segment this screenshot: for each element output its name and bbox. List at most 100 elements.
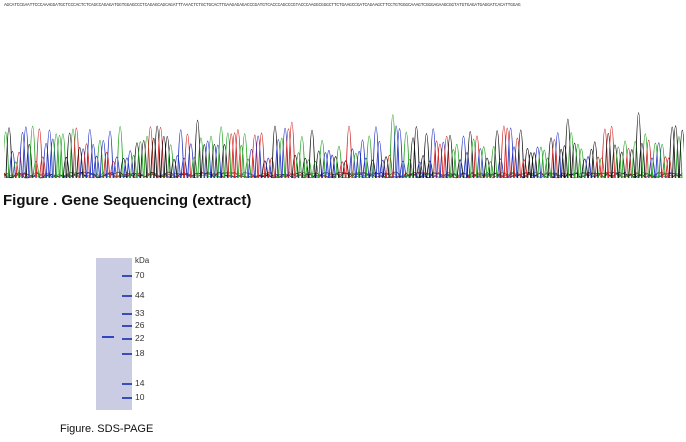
trace-peak [621,140,629,179]
trace-peak [35,128,43,179]
trace-peak [598,157,606,179]
trace-peak [614,146,622,179]
kda-unit-label: kDa [135,256,150,265]
marker-band-14 [122,383,132,385]
trace-peak [8,151,16,179]
trace-peak [426,160,434,179]
trace-peak [224,132,232,179]
trace-peak [325,150,333,179]
trace-peak [268,157,276,179]
trace-peak [513,138,521,179]
marker-label-44: 44 [135,290,145,300]
trace-peak [39,156,47,179]
trace-peak [59,133,67,179]
trace-peak [25,143,33,179]
trace-peak [99,140,107,179]
trace-peak [665,157,673,179]
trace-peak [96,140,104,179]
trace-peak [584,156,592,179]
trace-peak [76,146,84,179]
trace-peak [355,151,363,179]
trace-peak [587,149,595,179]
trace-peak [261,160,269,179]
trace-peak [645,140,653,179]
trace-peak [322,152,329,179]
trace-peak [672,125,680,179]
trace-peak [591,141,599,179]
trace-peak [402,131,410,179]
trace-peak [372,126,380,179]
trace-peak [503,127,511,179]
trace-peak [641,133,649,179]
trace-peak [69,128,77,179]
marker-band-70 [122,275,132,277]
trace-peak [298,136,306,179]
trace-peak [470,139,478,179]
trace-peak [561,145,568,179]
trace-peak [675,136,683,179]
trace-peak [449,149,457,179]
trace-peak [352,153,360,179]
trace-peak [497,158,505,179]
trace-peak [133,142,141,179]
trace-peak [490,145,498,179]
trace-peak [308,129,316,179]
trace-peak [177,129,185,179]
trace-peak [89,144,97,179]
marker-label-22: 22 [135,333,145,343]
trace-peak [328,154,336,179]
trace-peak [638,142,646,179]
trace-peak [271,125,279,179]
trace-peak [56,135,64,179]
marker-band-33 [122,313,132,315]
trace-peak [157,126,165,179]
trace-peak [120,157,127,179]
trace-peak [564,118,572,179]
trace-peak [12,161,20,179]
trace-peak [136,141,144,179]
trace-peak [392,125,400,179]
trace-peak [429,128,437,179]
trace-peak [173,155,181,179]
trace-peak [523,148,531,179]
trace-peak [544,157,552,179]
trace-peak [520,159,528,179]
trace-peak [571,142,579,179]
trace-peak [631,140,639,179]
trace-peak [510,146,518,179]
trace-peak [22,126,30,179]
trace-peak [217,126,225,179]
trace-peak [160,136,168,179]
trace-peak [348,148,356,179]
marker-band-44 [122,295,132,297]
trace-peak [453,143,461,179]
trace-peak [49,138,57,179]
trace-peak [530,152,538,179]
trace-peak [210,144,218,179]
trace-peak [581,158,589,179]
trace-peak [281,127,289,179]
trace-peak [221,144,228,179]
trace-peak [419,155,427,179]
trace-peak [389,114,397,179]
trace-peak [678,129,684,179]
trace-peak [604,133,612,179]
trace-peak [19,132,26,179]
trace-peak [62,156,70,179]
trace-peak [291,154,299,179]
trace-peak [493,130,501,179]
trace-peak [113,156,121,179]
trace-peak [601,128,609,179]
trace-peak [517,129,525,179]
trace-peak [264,157,272,179]
trace-peak [611,144,619,179]
trace-peak [668,126,676,179]
trace-peak [318,140,326,179]
trace-peak [446,135,454,179]
trace-peak [140,140,148,179]
trace-peak [486,161,494,179]
chromatogram-trace [4,112,684,179]
trace-peak [658,143,666,179]
trace-peak [460,135,467,179]
trace-peak [456,159,464,179]
